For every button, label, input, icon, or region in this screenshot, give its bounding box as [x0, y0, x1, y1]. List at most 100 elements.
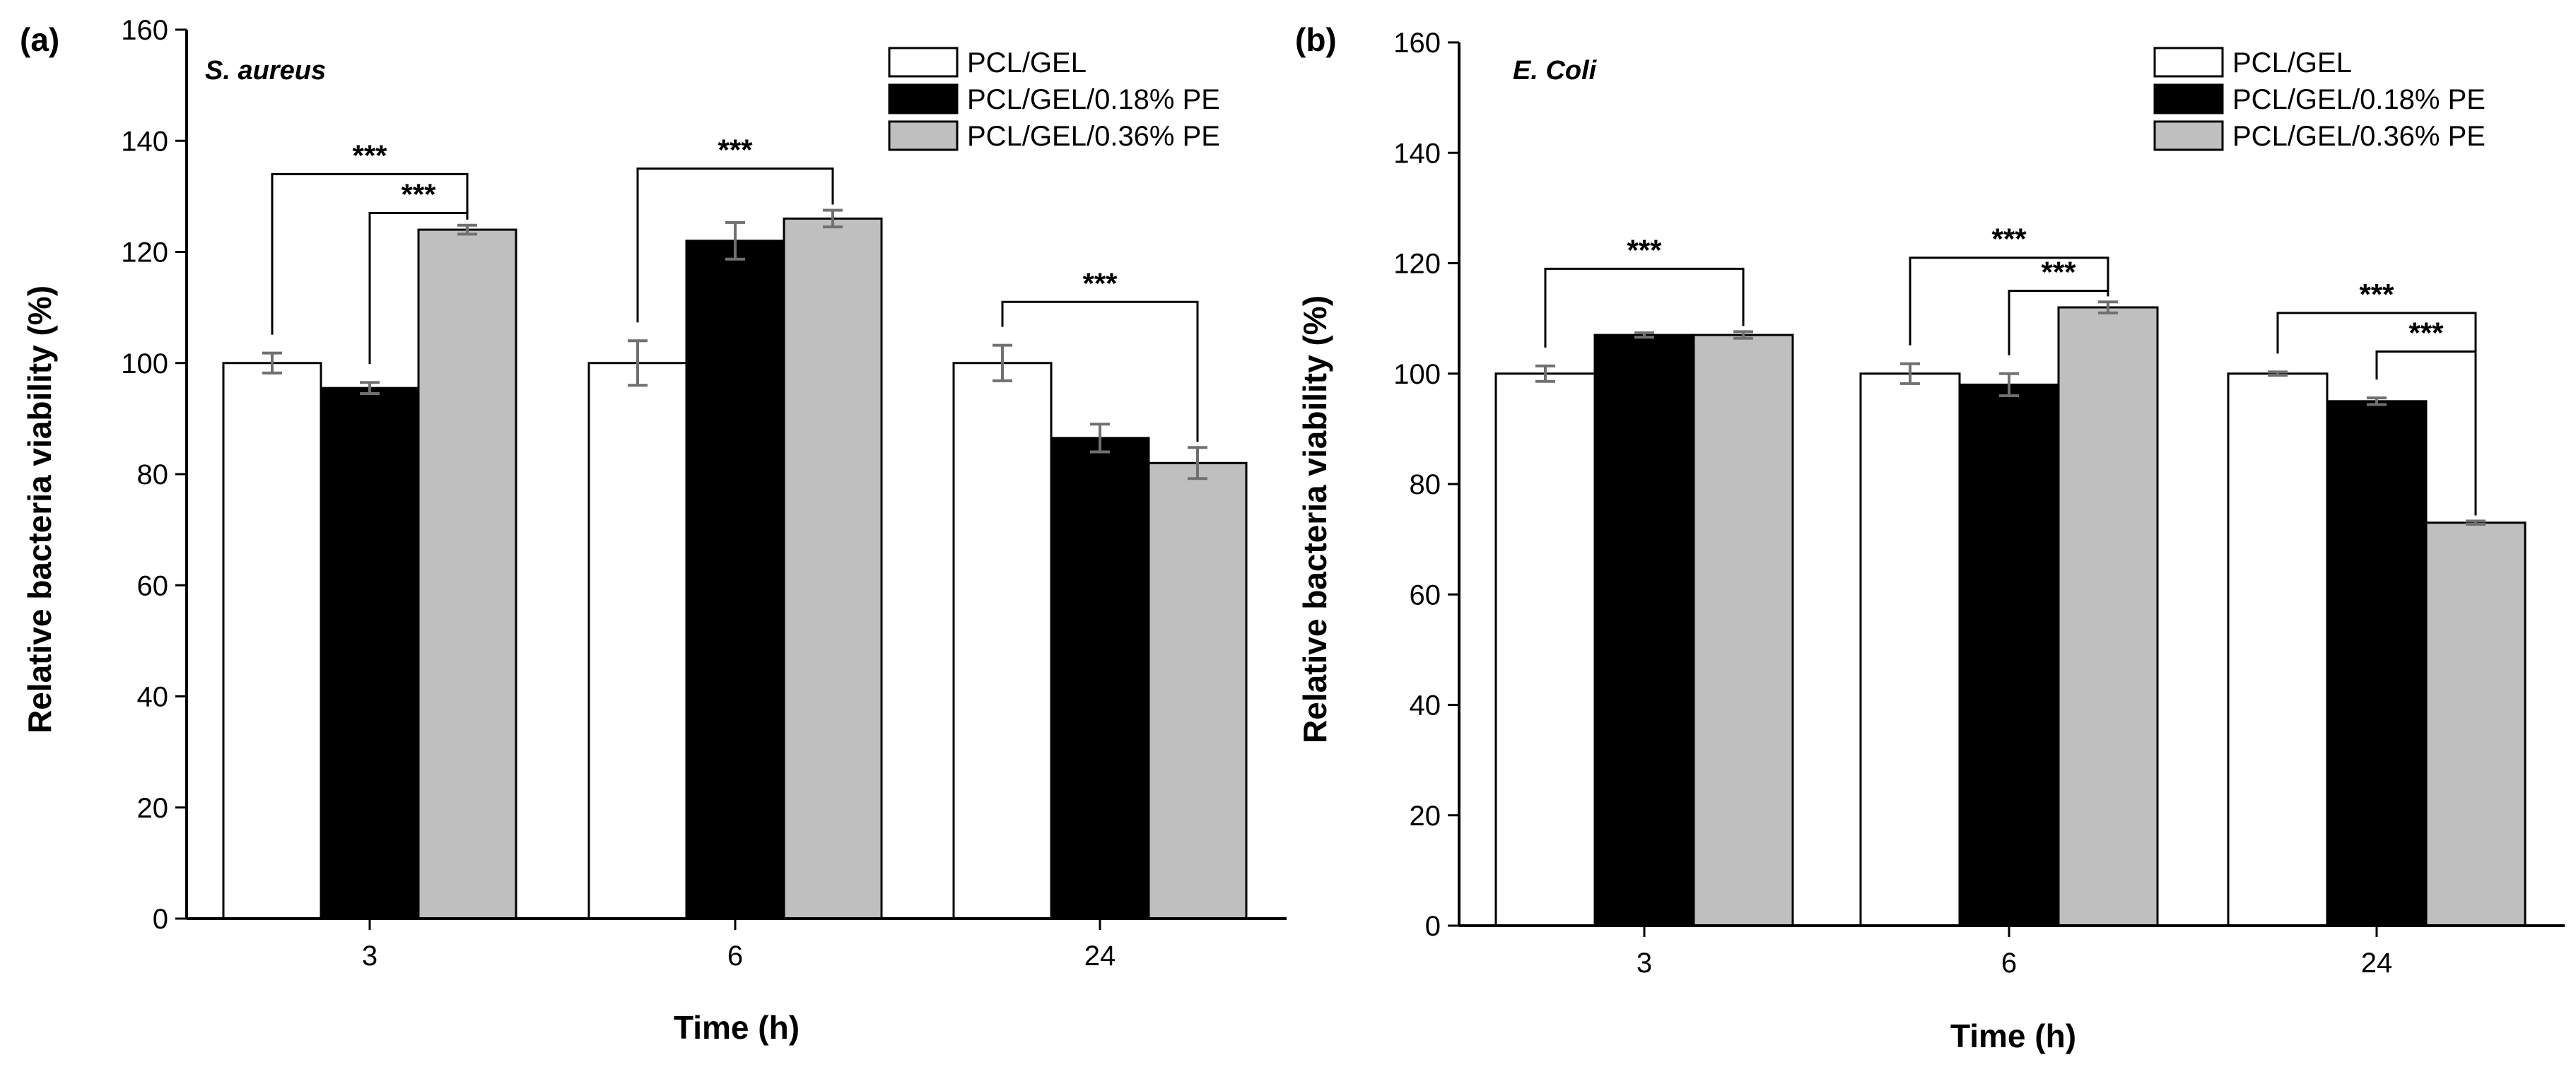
- y-tick-label: 100: [1393, 359, 1441, 390]
- legend: PCL/GEL PCL/GEL/0.18% PE PCL/GEL/0.36% PE: [2153, 47, 2486, 152]
- bar: [2227, 372, 2329, 927]
- error-bar: [1188, 446, 1207, 481]
- error-bar: [725, 220, 745, 261]
- significance-line: [1909, 257, 2109, 346]
- y-tick-label: 120: [1393, 249, 1441, 280]
- significance-line: [2008, 290, 2109, 355]
- bar: [1593, 334, 1695, 927]
- y-tick-label: 40: [137, 682, 169, 713]
- error-bar: [1535, 364, 1555, 383]
- y-tick-label: 0: [153, 904, 168, 935]
- chart-panel-b: (b) E. Coli Relative bacteria viability …: [1295, 21, 2565, 1054]
- y-tick-label: 40: [1410, 690, 1441, 721]
- y-tick-label: 60: [137, 570, 169, 601]
- y-tick-label: 120: [121, 237, 168, 269]
- bar: [2057, 306, 2159, 927]
- legend-swatch: [2153, 83, 2224, 114]
- error-bar: [823, 208, 843, 229]
- significance-bracket: ***: [2008, 256, 2109, 355]
- panel-label-b: (b): [1295, 21, 1337, 58]
- significance-line: [1001, 300, 1199, 442]
- bar: [587, 362, 688, 920]
- x-axis-title-a: Time (h): [674, 1009, 800, 1046]
- error-bar: [360, 381, 380, 395]
- significance-bracket: ***: [636, 134, 834, 323]
- significance-bracket: ***: [271, 138, 469, 335]
- error-bar: [1733, 330, 1753, 340]
- legend-item: PCL/GEL/0.18% PE: [888, 83, 1220, 115]
- y-tick-label: 0: [1425, 911, 1441, 942]
- significance-label: ***: [352, 138, 387, 172]
- y-tick-label: 160: [121, 15, 168, 46]
- bar: [2425, 521, 2527, 927]
- significance-bracket: ***: [1909, 223, 2109, 346]
- bar: [1958, 383, 2060, 927]
- panel-label-a: (a): [20, 21, 59, 58]
- x-tick-label: 6: [727, 941, 743, 972]
- significance-line: [271, 172, 469, 335]
- y-tick-label: 20: [137, 793, 169, 824]
- y-tick-label: 140: [121, 126, 168, 157]
- bar: [417, 228, 517, 920]
- bar: [2326, 400, 2428, 927]
- y-axis-title-b: Relative bacteria viability (%): [1296, 295, 1333, 743]
- error-bar: [993, 343, 1012, 382]
- bar: [952, 362, 1053, 920]
- legend-item: PCL/GEL/0.36% PE: [2153, 120, 2486, 152]
- significance-label: ***: [2041, 256, 2076, 289]
- significance-label: ***: [1627, 233, 1662, 266]
- legend-label: PCL/GEL: [2232, 47, 2352, 78]
- y-tick-label: 160: [1393, 28, 1441, 59]
- significance-line: [368, 211, 469, 365]
- legend-item: PCL/GEL/0.18% PE: [2153, 83, 2486, 115]
- legend-label: PCL/GEL/0.36% PE: [2232, 121, 2486, 152]
- x-axis-title-b: Time (h): [1950, 1018, 2076, 1054]
- y-tick-label: 60: [1410, 579, 1441, 611]
- bar: [222, 362, 322, 920]
- legend-label: PCL/GEL/0.18% PE: [967, 84, 1220, 115]
- legend-item: PCL/GEL: [2153, 47, 2352, 78]
- error-bar: [2098, 300, 2118, 314]
- bar: [1050, 437, 1150, 920]
- error-bar: [2466, 519, 2486, 526]
- error-bar: [628, 339, 648, 387]
- bar: [1147, 461, 1248, 920]
- x-tick-label: 6: [2001, 948, 2017, 979]
- significance-label: ***: [1991, 223, 2027, 256]
- legend-item: PCL/GEL/0.36% PE: [888, 120, 1220, 152]
- bar: [1494, 372, 1596, 927]
- significance-label: ***: [718, 134, 753, 167]
- significance-bracket: ***: [2375, 317, 2477, 516]
- x-tick-label: 24: [2361, 948, 2393, 979]
- chart-panel-a: (a) S. aureus Relative bacteria viabilit…: [20, 15, 1287, 1046]
- species-title-a: S. aureus: [205, 56, 326, 86]
- error-bar: [1634, 331, 1654, 339]
- bar: [320, 387, 420, 920]
- species-title-b: E. Coli: [1513, 56, 1598, 86]
- bar: [1692, 334, 1794, 927]
- x-tick-label: 3: [1637, 948, 1652, 979]
- significance-label: ***: [2408, 317, 2444, 350]
- y-axis-title-a: Relative bacteria viability (%): [21, 285, 58, 733]
- legend-swatch: [2153, 120, 2224, 151]
- y-tick-label: 100: [121, 348, 168, 379]
- x-tick-label: 3: [362, 941, 377, 972]
- legend: PCL/GEL PCL/GEL/0.18% PE PCL/GEL/0.36% PE: [888, 47, 1220, 152]
- significance-bracket: ***: [368, 177, 469, 365]
- significance-label: ***: [2359, 278, 2394, 311]
- legend-swatch: [2153, 47, 2224, 78]
- legend-item: PCL/GEL: [888, 47, 1087, 78]
- error-bar: [1999, 372, 2019, 397]
- error-bar: [2367, 396, 2387, 406]
- legend-swatch: [888, 47, 959, 78]
- legend-swatch: [888, 83, 959, 114]
- y-tick-label: 140: [1393, 138, 1441, 169]
- y-tick-label: 20: [1410, 801, 1441, 832]
- bar: [783, 217, 883, 920]
- error-bar: [2268, 370, 2288, 377]
- significance-bracket: ***: [1001, 266, 1199, 442]
- bar: [1859, 372, 1961, 927]
- significance-line: [636, 167, 834, 323]
- error-bar: [262, 351, 282, 375]
